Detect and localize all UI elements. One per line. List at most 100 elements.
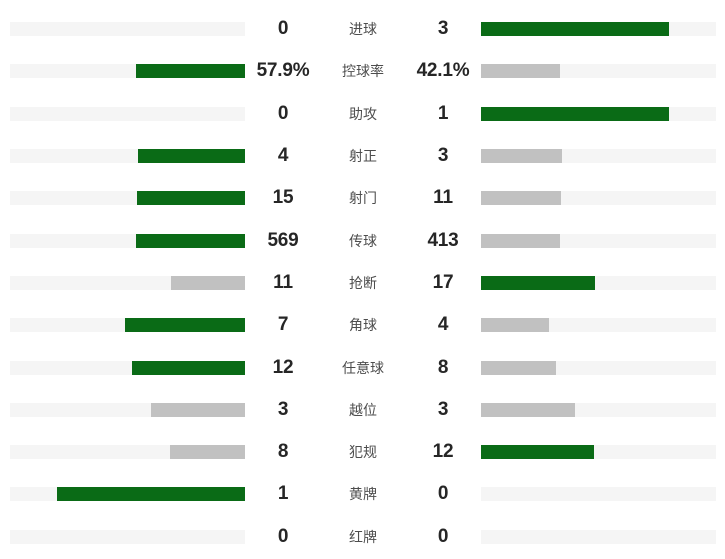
stat-row: 7 角球 4 — [10, 304, 716, 346]
away-bar — [481, 275, 596, 290]
away-value: 413 — [427, 229, 459, 251]
stat-row: 0 进球 3 — [10, 8, 716, 50]
stat-label: 传球 — [349, 232, 377, 249]
stat-label: 任意球 — [342, 359, 384, 376]
home-value: 569 — [267, 229, 299, 251]
away-bar-track — [481, 22, 716, 37]
home-value: 7 — [277, 314, 289, 336]
stat-label: 射正 — [349, 148, 377, 165]
away-bar — [481, 233, 561, 248]
away-value: 0 — [437, 525, 449, 547]
home-value: 12 — [272, 356, 294, 378]
away-bar-track — [481, 318, 716, 333]
home-bar-track — [10, 275, 245, 290]
stat-row: 15 射门 11 — [10, 177, 716, 219]
away-bar — [481, 22, 669, 37]
home-bar — [151, 402, 245, 417]
stat-label: 越位 — [349, 401, 377, 418]
stat-row: 0 助攻 1 — [10, 93, 716, 135]
away-value: 8 — [437, 356, 449, 378]
away-bar — [481, 360, 557, 375]
away-value: 3 — [437, 18, 449, 40]
stat-row: 4 射正 3 — [10, 135, 716, 177]
home-value: 0 — [277, 102, 289, 124]
away-bar-track — [481, 191, 716, 206]
home-bar — [136, 64, 245, 79]
away-bar-track — [481, 64, 716, 79]
home-bar — [57, 487, 245, 502]
away-value: 0 — [437, 483, 449, 505]
home-bar — [136, 233, 245, 248]
away-bar-track — [481, 233, 716, 248]
home-value: 4 — [277, 145, 289, 167]
home-bar-track — [10, 318, 245, 333]
away-value: 17 — [432, 271, 454, 293]
away-value: 3 — [437, 145, 449, 167]
away-bar-track — [481, 360, 716, 375]
away-bar — [481, 106, 669, 121]
home-bar-track — [10, 106, 245, 121]
home-bar-track — [10, 64, 245, 79]
away-bar-track — [481, 402, 716, 417]
stat-label: 黄牌 — [349, 486, 377, 503]
home-bar — [171, 275, 245, 290]
home-value: 3 — [277, 398, 289, 420]
home-bar-track — [10, 22, 245, 37]
home-value: 1 — [277, 483, 289, 505]
home-value: 0 — [277, 18, 289, 40]
home-bar-track — [10, 445, 245, 460]
stat-label: 射门 — [349, 190, 377, 207]
stat-label: 控球率 — [342, 63, 384, 80]
away-bar — [481, 64, 561, 79]
stat-label: 红牌 — [349, 528, 377, 545]
away-bar-track — [481, 529, 716, 544]
home-value: 11 — [273, 271, 293, 293]
home-bar — [125, 318, 245, 333]
away-bar-track — [481, 445, 716, 460]
away-bar — [481, 318, 550, 333]
away-bar — [481, 402, 575, 417]
home-bar-track — [10, 402, 245, 417]
home-bar-track — [10, 487, 245, 502]
stat-row: 0 红牌 0 — [10, 516, 716, 558]
away-bar-track — [481, 106, 716, 121]
stat-row: 569 传球 413 — [10, 219, 716, 261]
home-bar-track — [10, 360, 245, 375]
stat-label: 进球 — [349, 21, 377, 38]
away-value: 4 — [437, 314, 449, 336]
home-bar-track — [10, 529, 245, 544]
away-value: 3 — [437, 398, 449, 420]
away-value: 11 — [433, 187, 453, 209]
away-bar — [481, 191, 561, 206]
away-value: 42.1% — [416, 60, 470, 82]
stat-row: 1 黄牌 0 — [10, 473, 716, 515]
away-bar — [481, 445, 594, 460]
stat-label: 角球 — [349, 317, 377, 334]
stat-row: 3 越位 3 — [10, 389, 716, 431]
away-bar-track — [481, 487, 716, 502]
away-bar-track — [481, 275, 716, 290]
home-value: 8 — [277, 441, 289, 463]
home-bar-track — [10, 191, 245, 206]
home-value: 15 — [272, 187, 294, 209]
stat-row: 12 任意球 8 — [10, 346, 716, 388]
away-bar-track — [481, 149, 716, 164]
away-value: 1 — [437, 102, 449, 124]
home-bar-track — [10, 233, 245, 248]
home-bar — [137, 149, 245, 164]
home-bar — [136, 191, 245, 206]
stat-row: 11 抢断 17 — [10, 262, 716, 304]
away-bar — [481, 149, 562, 164]
home-bar — [169, 445, 245, 460]
stat-label: 抢断 — [349, 274, 377, 291]
home-bar-track — [10, 149, 245, 164]
stat-row: 57.9% 控球率 42.1% — [10, 50, 716, 92]
home-bar — [132, 360, 245, 375]
away-value: 12 — [432, 441, 454, 463]
stat-label: 犯规 — [349, 444, 377, 461]
home-value: 57.9% — [256, 60, 310, 82]
home-value: 0 — [277, 525, 289, 547]
stat-label: 助攻 — [349, 105, 377, 122]
stat-row: 8 犯规 12 — [10, 431, 716, 473]
